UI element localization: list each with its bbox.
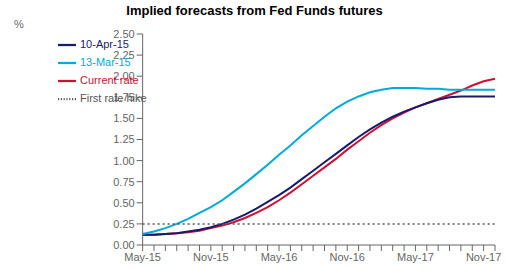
svg-text:May-17: May-17 (397, 251, 434, 263)
svg-text:2.25: 2.25 (113, 49, 134, 61)
svg-text:Nov-16: Nov-16 (330, 251, 365, 263)
svg-text:Nov-17: Nov-17 (466, 251, 501, 263)
svg-text:0.50: 0.50 (113, 197, 134, 209)
svg-text:1.00: 1.00 (113, 155, 134, 167)
svg-text:2.00: 2.00 (113, 70, 134, 82)
svg-text:Nov-15: Nov-15 (193, 251, 228, 263)
svg-text:1.75: 1.75 (113, 91, 134, 103)
svg-text:0.00: 0.00 (113, 239, 134, 251)
svg-text:1.25: 1.25 (113, 133, 134, 145)
svg-text:1.50: 1.50 (113, 112, 134, 124)
svg-text:0.75: 0.75 (113, 176, 134, 188)
svg-text:2.50: 2.50 (113, 28, 134, 40)
svg-text:May-16: May-16 (261, 251, 298, 263)
svg-text:0.25: 0.25 (113, 218, 134, 230)
svg-text:May-15: May-15 (124, 251, 161, 263)
